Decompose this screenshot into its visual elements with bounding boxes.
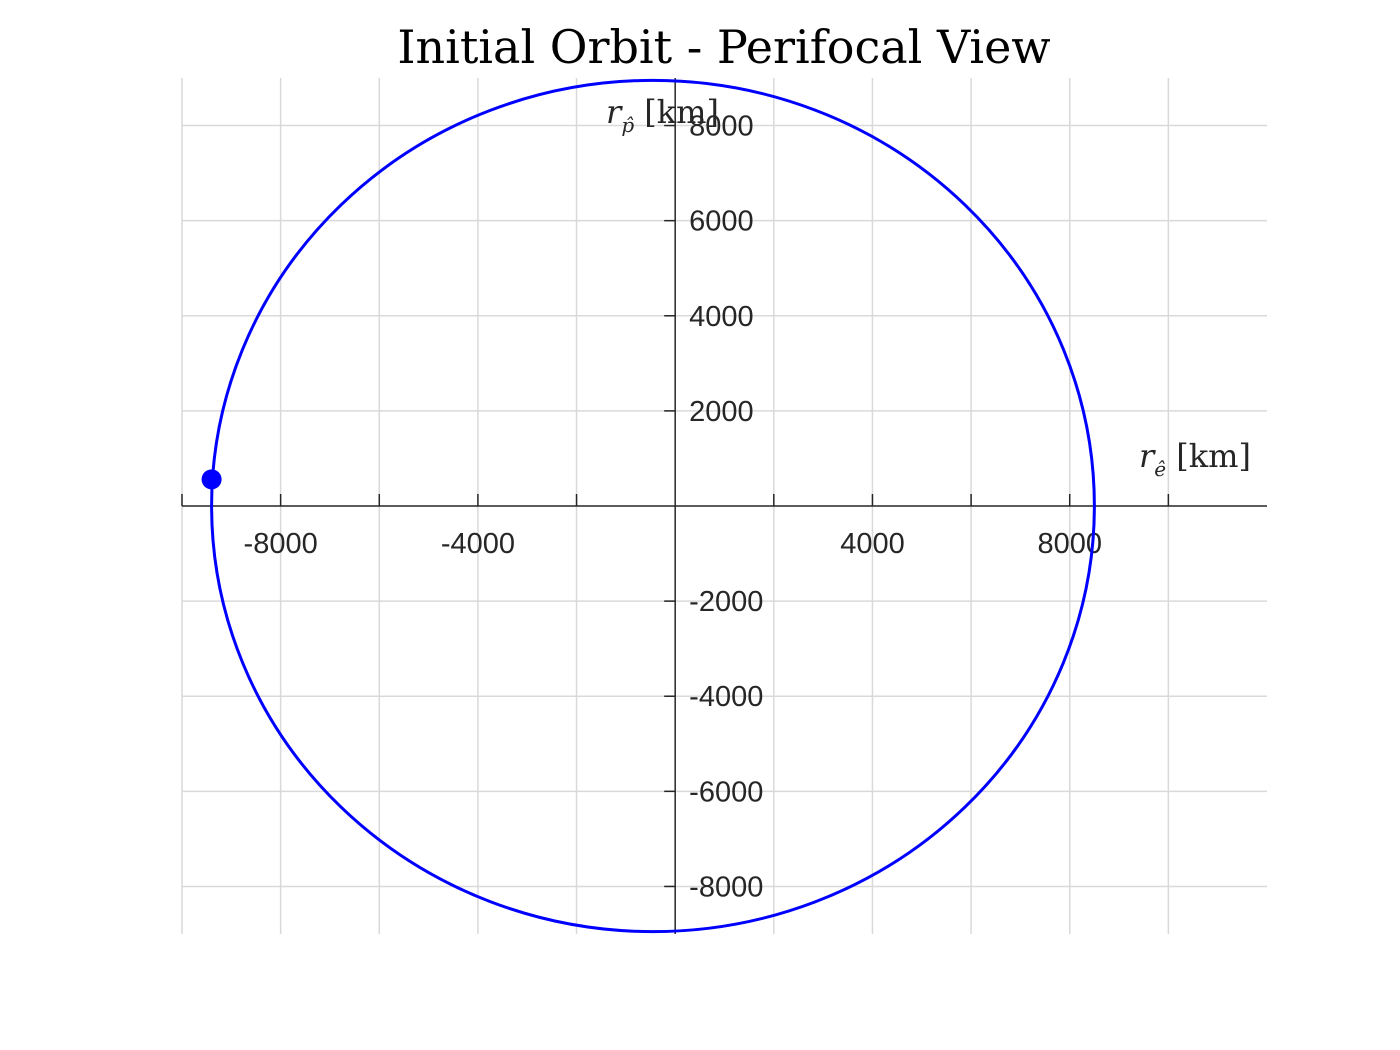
spacecraft-position-marker <box>201 469 222 490</box>
y-tick-label: -6000 <box>689 776 763 808</box>
y-axis-unit-spacer <box>634 93 644 131</box>
y-tick-label: -4000 <box>689 681 763 713</box>
orbit-path <box>210 78 1096 934</box>
x-axis-subscript: ê <box>1154 457 1166 481</box>
y-tick-label: -2000 <box>689 586 763 618</box>
y-tick-label: -8000 <box>689 871 763 903</box>
y-axis-unit: [km] <box>644 93 719 131</box>
chart-title: Initial Orbit - Perifocal View <box>397 20 1050 74</box>
y-axis-subscript: p̂ <box>621 113 634 137</box>
y-tick-label: 4000 <box>689 301 754 333</box>
x-axis-unit: [km] <box>1176 437 1251 475</box>
y-axis-label: rp̂ [km] <box>606 93 719 137</box>
x-tick-label: -4000 <box>441 528 515 560</box>
x-axis-label: rê [km] <box>1139 437 1251 481</box>
y-tick-label: 2000 <box>689 396 754 428</box>
axes <box>181 78 1267 934</box>
tick-labels: -8000 -4000 4000 80008000600040002000-2000-… <box>244 111 1102 904</box>
y-tick-label: 8000 <box>689 111 754 143</box>
y-tick-label: 6000 <box>689 206 754 238</box>
axis-labels: rp̂ [km] rê [km] <box>606 93 1251 481</box>
orbit-series <box>201 78 1096 934</box>
x-axis-unit-spacer <box>1166 437 1176 475</box>
grid <box>181 78 1267 934</box>
x-tick-label: 4000 <box>840 528 905 560</box>
y-axis-symbol: r <box>606 93 623 131</box>
x-tick-label: -8000 <box>244 528 318 560</box>
x-axis-symbol: r <box>1139 437 1156 475</box>
